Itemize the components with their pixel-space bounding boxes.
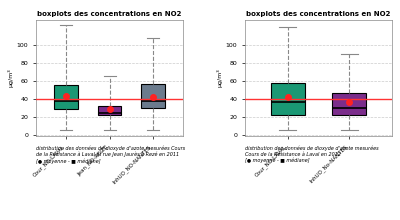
Title: boxplots des concentrations en NO2: boxplots des concentrations en NO2 [37,11,182,17]
PathPatch shape [54,85,78,110]
Y-axis label: µg/m³: µg/m³ [8,69,14,88]
PathPatch shape [271,83,305,115]
PathPatch shape [98,106,122,115]
Text: distribution des données de dioxyde d'azote mesurées Cours
de la Résistance à La: distribution des données de dioxyde d'az… [36,145,185,163]
PathPatch shape [141,84,165,108]
Text: distribution des données de dioxyde d'azote mesurées
Cours de la Résistance à La: distribution des données de dioxyde d'az… [245,145,378,163]
Y-axis label: µg/m³: µg/m³ [217,69,223,88]
Title: boxplots des concentrations en NO2: boxplots des concentrations en NO2 [246,11,391,17]
PathPatch shape [332,93,366,115]
